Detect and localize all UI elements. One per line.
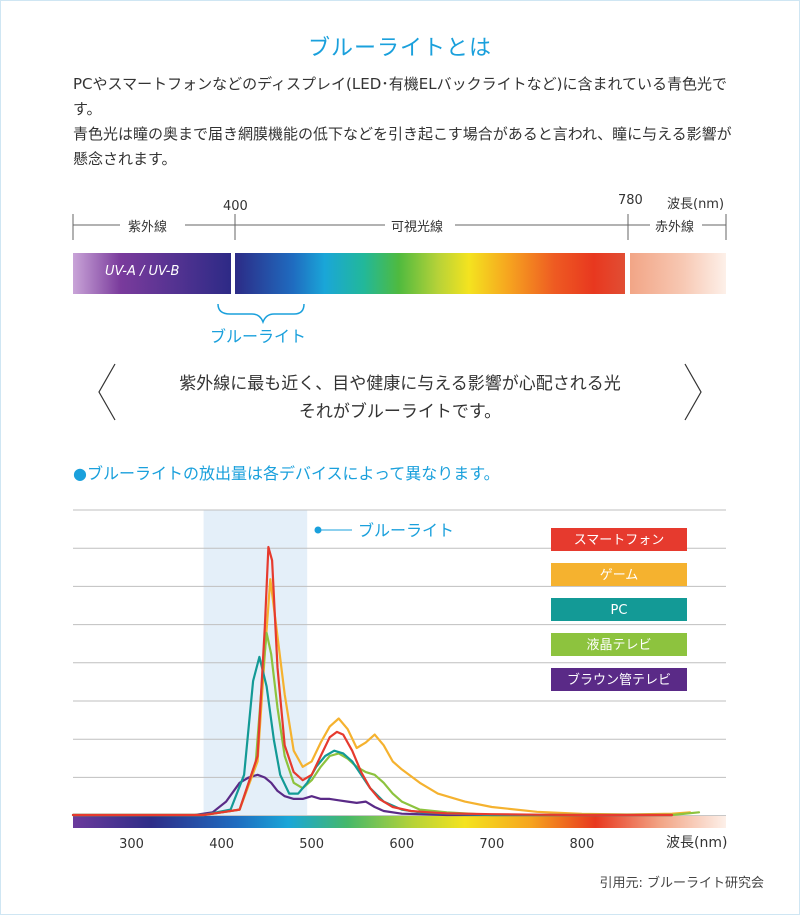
visible-light-label: 可視光線 [391, 220, 444, 235]
infrared-band [630, 253, 726, 294]
intro-text: PCやスマートフォンなどのディスプレイ(LED･有機ELバックライトなど)に含ま… [73, 72, 733, 172]
infrared-label: 赤外線 [655, 220, 695, 235]
section-heading: ●ブルーライトの放出量は各デバイスによって異なります。 [73, 464, 500, 483]
x-tick-label: 400 [209, 837, 234, 852]
legend-label: PC [611, 603, 628, 618]
intro-paragraph-1: PCやスマートフォンなどのディスプレイ(LED･有機ELバックライトなど)に含ま… [73, 75, 727, 118]
x-axis-label: 波長(nm) [666, 835, 727, 851]
highlight-callout: ブルーライト [314, 521, 454, 540]
chevron-right-icon [684, 363, 702, 421]
series-line-1 [71, 578, 692, 817]
chart-grid [73, 509, 726, 817]
spectrum-ruler [72, 214, 727, 240]
uv-band-text: UV-A / UV-B [105, 264, 180, 279]
x-tick-label: 600 [389, 837, 414, 852]
highlight-label: ブルーライト [358, 521, 454, 540]
emission-chart: ブルーライト 300 400 500 600 700 800 波長(nm) スマートフォン… [71, 509, 727, 852]
spectrum-unit: 波長(nm) [667, 197, 725, 212]
citation: 引用元: ブルーライト研究会 [599, 876, 764, 891]
spectrum-mark-780: 780 [618, 193, 643, 208]
quote-line-1: 紫外線に最も近く、目や健康に与える影響が心配される光 [179, 374, 621, 394]
uv-label: 紫外線 [128, 220, 168, 235]
x-axis-ticks: 300 400 500 600 700 800 [119, 837, 594, 852]
legend-label: スマートフォン [574, 533, 665, 548]
blue-light-brace [217, 303, 305, 324]
legend-swatch [551, 633, 687, 656]
blue-light-quote: 紫外線に最も近く、目や健康に与える影響が心配される光 それがブルーライトです。 [0, 370, 800, 426]
x-tick-label: 700 [479, 837, 504, 852]
uv-band: UV-A / UV-B [73, 253, 231, 294]
legend-swatch [551, 528, 687, 551]
legend-swatch [551, 563, 687, 586]
x-tick-label: 500 [299, 837, 324, 852]
legend-swatch [551, 598, 687, 621]
intro-paragraph-2: 青色光は瞳の奥まで届き網膜機能の低下などを引き起こす場合があると言われ、瞳に与え… [73, 125, 732, 168]
quote-line-2: それがブルーライトです。 [298, 402, 502, 422]
series-line-4 [71, 773, 674, 817]
spectrum-mark-400: 400 [223, 199, 248, 214]
legend-label: ゲーム [600, 568, 639, 583]
legend-label: ブラウン管テレビ [567, 672, 671, 688]
series-line-0 [71, 545, 674, 817]
x-axis-spectrum-bar [73, 816, 726, 828]
chart-series [71, 545, 701, 817]
x-tick-label: 800 [569, 837, 594, 852]
blue-light-spectrum-label: ブルーライト [210, 327, 307, 346]
visible-band [235, 253, 625, 294]
series-line-3 [71, 631, 701, 817]
x-tick-label: 300 [119, 837, 144, 852]
legend-label: 液晶テレビ [586, 638, 651, 653]
page-title: ブルーライトとは [307, 36, 492, 61]
chevron-left-icon [98, 363, 116, 421]
legend-swatch [551, 668, 687, 691]
